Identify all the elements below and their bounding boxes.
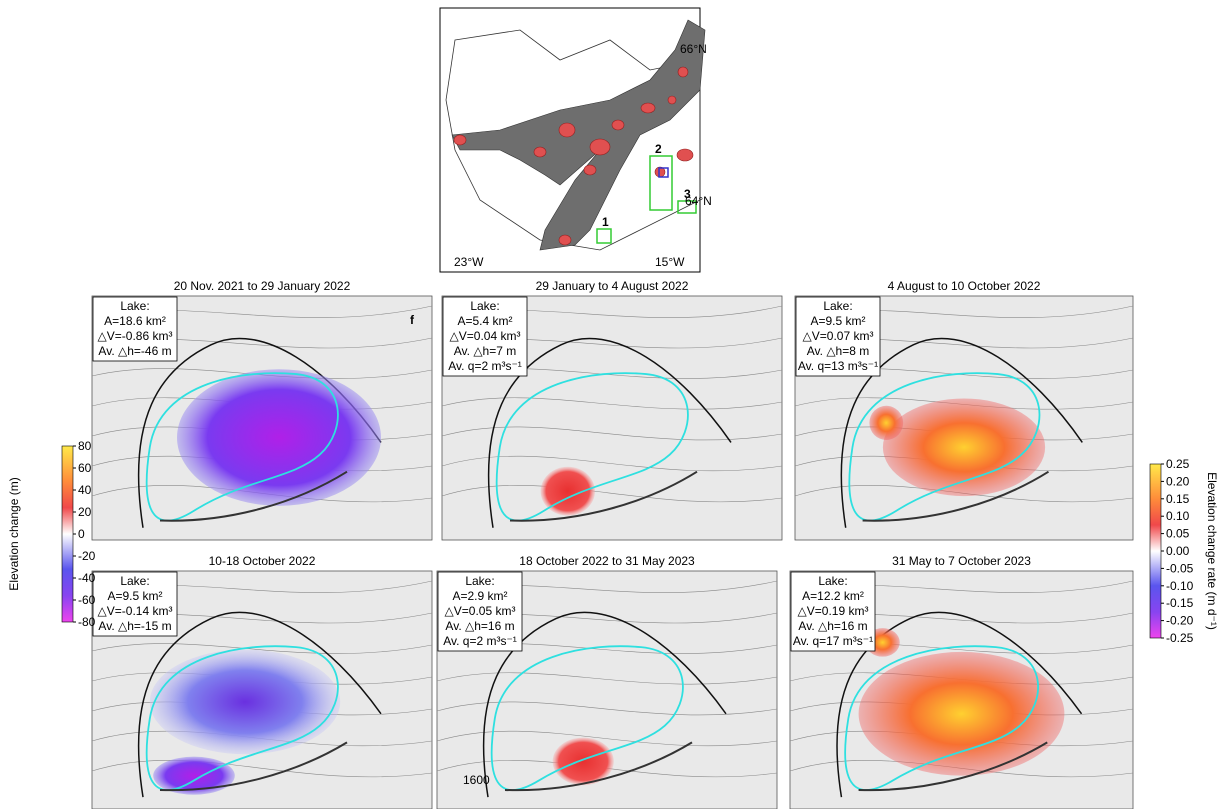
elevation-change — [177, 369, 381, 506]
elevation-change — [859, 652, 1065, 776]
lake-info: △V=-0.14 km³ — [98, 604, 173, 618]
colorbar-tick-label: -0.20 — [1166, 614, 1194, 628]
lake-info: △V=0.07 km³ — [803, 329, 874, 343]
colorbar-tick-label: 0.10 — [1166, 509, 1190, 523]
colorbar — [1150, 464, 1161, 638]
colorbar-tick-label: 40 — [78, 483, 92, 497]
colorbar-tick-label: 0.00 — [1166, 544, 1190, 558]
panel-title: 4 August to 10 October 2022 — [888, 279, 1041, 293]
lake-info: Av. △h=7 m — [454, 344, 516, 358]
lake-info: Lake: — [470, 299, 499, 313]
lake-info: △V=-0.86 km³ — [98, 329, 173, 343]
figure: 66°N 64°N 23°W 15°W 1 2 3 Lake:A=18.6 km… — [0, 0, 1223, 809]
colorbar-tick-label: -0.25 — [1166, 631, 1194, 645]
site-label: 2 — [655, 142, 662, 156]
lake-info: Av. △h=-46 m — [98, 344, 171, 358]
colorbar-label: Elevation change rate (m d⁻¹) — [1205, 472, 1219, 630]
colorbar-tick-label: 0 — [78, 527, 85, 541]
colorbar-tick-label: 60 — [78, 461, 92, 475]
lake-info: Av. q=17 m³s⁻¹ — [793, 634, 873, 648]
lake-info: Lake: — [120, 299, 149, 313]
lake-info: Lake: — [823, 299, 852, 313]
lon-label: 23°W — [454, 255, 484, 269]
lake-info: Av. △h=-15 m — [98, 619, 171, 633]
elevation-change — [869, 406, 903, 440]
colorbar-tick-label: 0.20 — [1166, 474, 1190, 488]
site-label: 1 — [602, 215, 609, 229]
lake-info: Av. △h=8 m — [807, 344, 869, 358]
lake-info: △V=0.05 km³ — [445, 604, 516, 618]
panel-title: 10-18 October 2022 — [209, 554, 316, 568]
colorbar-tick-label: -0.10 — [1166, 579, 1194, 593]
colorbar-tick-label: 0.05 — [1166, 527, 1190, 541]
site-label: 3 — [684, 187, 691, 201]
lake-info: Lake: — [120, 574, 149, 588]
panel-title: 31 May to 7 October 2023 — [892, 554, 1031, 568]
lake-info: Lake: — [465, 574, 494, 588]
lake-info: A=9.5 km² — [107, 589, 162, 603]
lake-info: Av. q=2 m³s⁻¹ — [448, 359, 522, 373]
lake-info: A=5.4 km² — [457, 314, 512, 328]
lat-label: 66°N — [680, 42, 707, 56]
colorbar-tick-label: 20 — [78, 505, 92, 519]
panel-title: 29 January to 4 August 2022 — [536, 279, 689, 293]
lake-info: A=18.6 km² — [104, 314, 166, 328]
lake-info: Av. △h=16 m — [798, 619, 867, 633]
lake-info: Lake: — [818, 574, 847, 588]
lake-info: △V=0.04 km³ — [450, 329, 521, 343]
colorbar-tick-label: -0.05 — [1166, 561, 1194, 575]
lake-info: Av. q=13 m³s⁻¹ — [798, 359, 878, 373]
contour-label: 1600 — [463, 773, 490, 787]
colorbar-tick-label: 0.25 — [1166, 457, 1190, 471]
colorbar-tick-label: 80 — [78, 439, 92, 453]
colorbar-tick-label: 0.15 — [1166, 492, 1190, 506]
lake-info: A=12.2 km² — [802, 589, 864, 603]
colorbar-tick-label: -20 — [78, 549, 96, 563]
colorbar — [62, 446, 73, 622]
lake-info: Av. q=2 m³s⁻¹ — [443, 634, 517, 648]
panel-title: 20 Nov. 2021 to 29 January 2022 — [174, 279, 351, 293]
lake-info: △V=0.19 km³ — [798, 604, 869, 618]
panel-title: 18 October 2022 to 31 May 2023 — [519, 554, 695, 568]
colorbar-tick-label: -40 — [78, 571, 96, 585]
lake-info: A=2.9 km² — [452, 589, 507, 603]
elevation-change — [150, 650, 340, 755]
inset-map: 66°N 64°N 23°W 15°W 1 2 3 — [440, 8, 712, 272]
lake-info: A=9.5 km² — [810, 314, 865, 328]
colorbar-tick-label: -60 — [78, 593, 96, 607]
colorbar-tick-label: -80 — [78, 615, 96, 629]
colorbar-tick-label: -0.15 — [1166, 596, 1194, 610]
colorbar-label: Elevation change (m) — [7, 477, 21, 590]
lake-info: Av. △h=16 m — [445, 619, 514, 633]
lon-label: 15°W — [655, 255, 685, 269]
